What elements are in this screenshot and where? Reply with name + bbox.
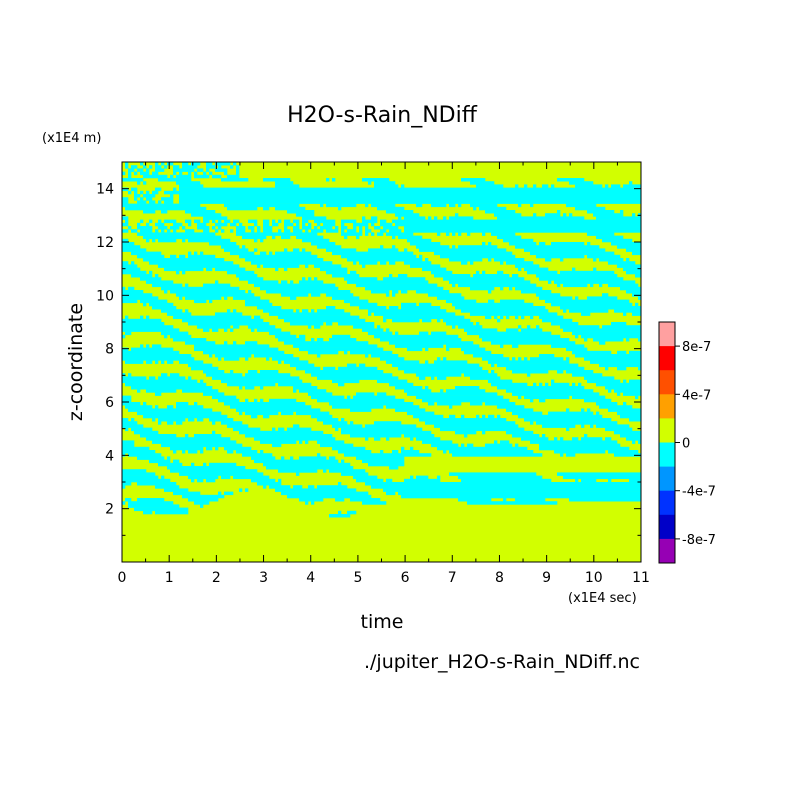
- colorbar-swatch: [659, 346, 675, 371]
- y-tick-label: 8: [105, 342, 114, 358]
- heatmap-field: [122, 162, 641, 562]
- y-tick-label: 10: [96, 288, 114, 304]
- colorbar-swatch: [659, 466, 675, 491]
- x-axis: 0 1 2 3 4 5 6 7 8 9 10 11: [118, 162, 650, 586]
- y-unit-label: (x1E4 m): [42, 131, 101, 146]
- x-axis-label: time: [361, 611, 404, 633]
- y-tick-label: 6: [105, 395, 114, 411]
- y-tick-label: 14: [96, 182, 114, 198]
- colorbar-swatch: [659, 418, 675, 443]
- x-tick-label: 2: [212, 570, 221, 586]
- chart-title: H2O-s-Rain_NDiff: [287, 103, 478, 128]
- colorbar-label: -4e-7: [682, 485, 716, 500]
- y-tick-label: 12: [96, 235, 114, 251]
- colorbar-label: 0: [682, 437, 690, 452]
- x-tick-label: 10: [585, 570, 603, 586]
- colorbar-swatch: [659, 370, 675, 395]
- colorbar-label: 4e-7: [682, 388, 711, 403]
- colorbar-label: 8e-7: [682, 340, 711, 355]
- x-tick-label: 8: [495, 570, 504, 586]
- colorbar-label: -8e-7: [682, 533, 716, 548]
- x-tick-label: 0: [118, 570, 127, 586]
- x-tick-label: 3: [259, 570, 268, 586]
- x-tick-label: 1: [165, 570, 174, 586]
- x-tick-label: 7: [448, 570, 457, 586]
- x-tick-label: 5: [353, 570, 362, 586]
- x-tick-label: 11: [632, 570, 650, 586]
- x-tick-label: 4: [306, 570, 315, 586]
- y-axis-label: z-coordinate: [65, 303, 87, 421]
- x-tick-label: 9: [542, 570, 551, 586]
- file-name-label: ./jupiter_H2O-s-Rain_NDiff.nc: [364, 651, 640, 673]
- colorbar-swatch: [659, 394, 675, 419]
- colorbar-swatch: [659, 322, 675, 347]
- y-axis: 2 4 6 8 10 12 14: [96, 182, 641, 536]
- x-tick-label: 6: [401, 570, 410, 586]
- x-unit-label: (x1E4 sec): [568, 591, 637, 606]
- colorbar-swatch: [659, 442, 675, 467]
- colorbar-swatch: [659, 490, 675, 516]
- y-tick-label: 2: [105, 502, 114, 518]
- y-tick-label: 4: [105, 448, 114, 464]
- colorbar: 8e-7 4e-7 0 -4e-7 -8e-7: [658, 321, 716, 564]
- colorbar-swatch: [659, 514, 675, 540]
- colorbar-swatch: [659, 538, 675, 564]
